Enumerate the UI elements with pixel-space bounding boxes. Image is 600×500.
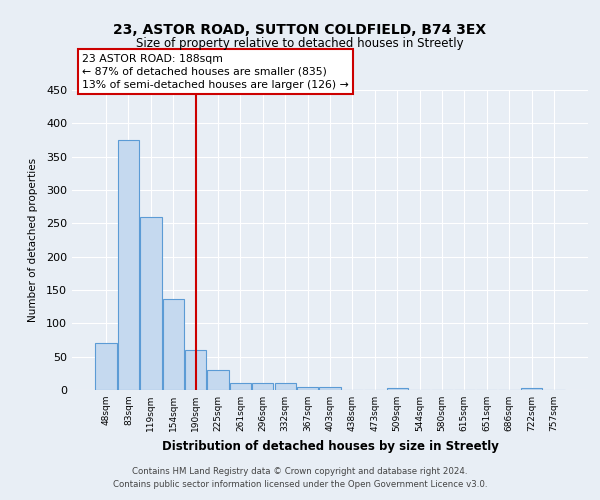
Bar <box>386 388 408 390</box>
Y-axis label: Number of detached properties: Number of detached properties <box>28 158 38 322</box>
Bar <box>275 384 296 390</box>
Bar <box>163 298 184 390</box>
Text: Size of property relative to detached houses in Streetly: Size of property relative to detached ho… <box>136 38 464 51</box>
Text: 23 ASTOR ROAD: 188sqm
← 87% of detached houses are smaller (835)
13% of semi-det: 23 ASTOR ROAD: 188sqm ← 87% of detached … <box>82 54 349 90</box>
Bar <box>208 370 229 390</box>
Bar <box>140 216 161 390</box>
Text: Contains public sector information licensed under the Open Government Licence v3: Contains public sector information licen… <box>113 480 487 489</box>
Bar <box>118 140 139 390</box>
X-axis label: Distribution of detached houses by size in Streetly: Distribution of detached houses by size … <box>161 440 499 452</box>
Bar <box>319 386 341 390</box>
Bar <box>95 344 117 390</box>
Text: 23, ASTOR ROAD, SUTTON COLDFIELD, B74 3EX: 23, ASTOR ROAD, SUTTON COLDFIELD, B74 3E… <box>113 22 487 36</box>
Bar <box>521 388 542 390</box>
Bar <box>230 384 251 390</box>
Bar <box>297 386 318 390</box>
Bar <box>185 350 206 390</box>
Text: Contains HM Land Registry data © Crown copyright and database right 2024.: Contains HM Land Registry data © Crown c… <box>132 467 468 476</box>
Bar <box>252 384 274 390</box>
